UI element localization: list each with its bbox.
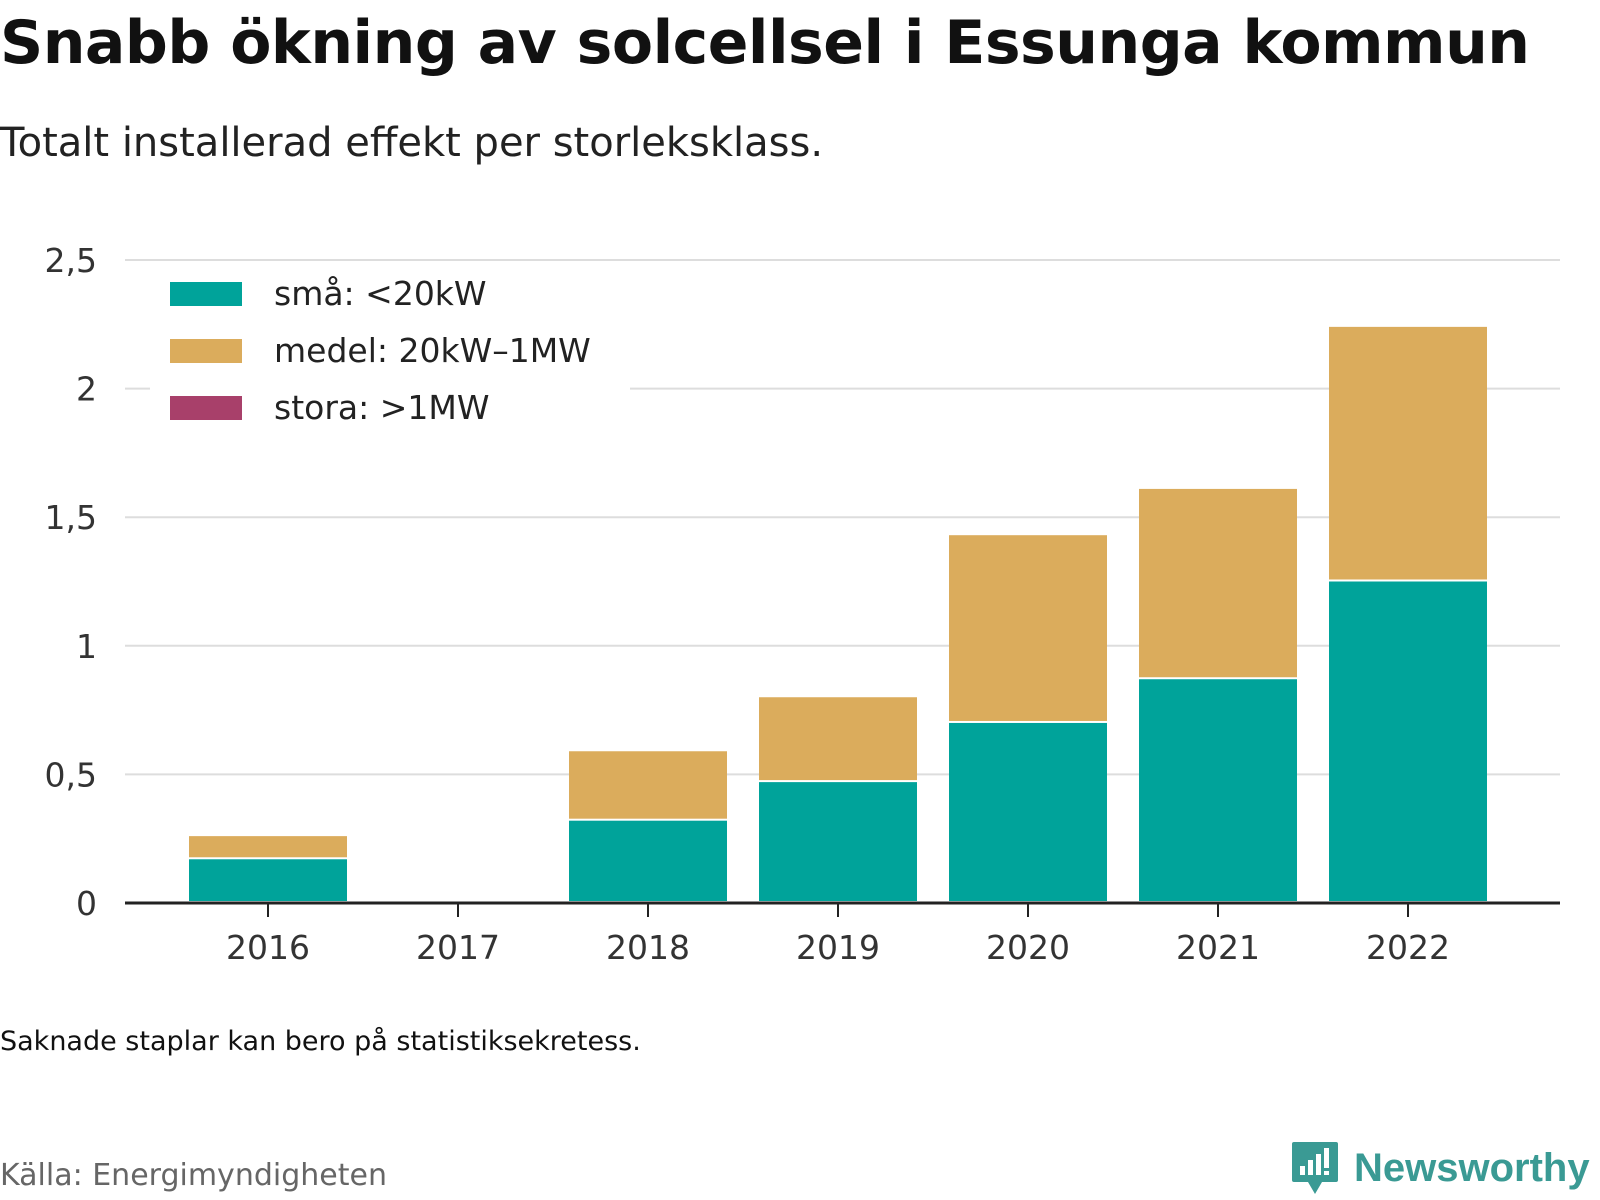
- footnote: Saknade staplar kan bero på statistiksek…: [0, 1026, 641, 1057]
- x-tick-label: 2021: [1176, 928, 1260, 967]
- legend-label: små: <20kW: [274, 274, 487, 313]
- y-tick-label: 2: [76, 370, 97, 409]
- y-tick-label: 1,5: [45, 498, 97, 537]
- bar-segment: [569, 820, 727, 901]
- x-tick-label: 2018: [606, 928, 690, 967]
- bar-segment: [1329, 581, 1487, 901]
- y-tick-label: 0: [76, 884, 97, 923]
- chart-subtitle: Totalt installerad effekt per storlekskl…: [0, 120, 824, 166]
- bar-segment: [189, 859, 347, 901]
- y-tick-label: 0,5: [45, 755, 97, 794]
- chart-title: Snabb ökning av solcellsel i Essunga kom…: [0, 8, 1530, 78]
- x-tick-label: 2016: [226, 928, 310, 967]
- x-tick-label: 2020: [986, 928, 1070, 967]
- x-tick-label: 2022: [1366, 928, 1450, 967]
- newsworthy-logo-icon: [1292, 1142, 1338, 1194]
- y-tick-label: 1: [76, 627, 97, 666]
- bars: [189, 326, 1487, 901]
- legend-swatch: [170, 282, 242, 306]
- x-axis-ticks: 2016 2017 2018 2019 2020 2021 2022: [226, 903, 1450, 967]
- bar-segment: [569, 751, 727, 819]
- legend-swatch: [170, 339, 242, 363]
- x-tick-label: 2017: [416, 928, 500, 967]
- stacked-bar-chart: 0 0,5 1 1,5 2 2,5 2016 2017 2018 2019 2020 2021 202…: [45, 241, 1560, 967]
- bar-segment: [949, 722, 1107, 901]
- bar-segment: [949, 535, 1107, 721]
- x-tick-label: 2019: [796, 928, 880, 967]
- bar-segment: [1139, 488, 1297, 678]
- brand-logo[interactable]: Newsworthy: [1290, 1140, 1590, 1196]
- y-axis-ticks: 0 0,5 1 1,5 2 2,5: [45, 241, 97, 923]
- legend: små: <20kW medel: 20kW–1MW stora: >1MW: [150, 272, 630, 440]
- bar-segment: [759, 782, 917, 901]
- bar-segment: [189, 836, 347, 858]
- legend-swatch: [170, 396, 242, 420]
- brand-name: Newsworthy: [1354, 1145, 1590, 1190]
- y-tick-label: 2,5: [45, 241, 97, 280]
- bar-segment: [759, 697, 917, 781]
- bar-segment: [1329, 326, 1487, 580]
- legend-label: stora: >1MW: [274, 388, 489, 427]
- legend-label: medel: 20kW–1MW: [274, 331, 591, 370]
- source-label: Källa: Energimyndigheten: [0, 1158, 387, 1193]
- bar-segment: [1139, 679, 1297, 901]
